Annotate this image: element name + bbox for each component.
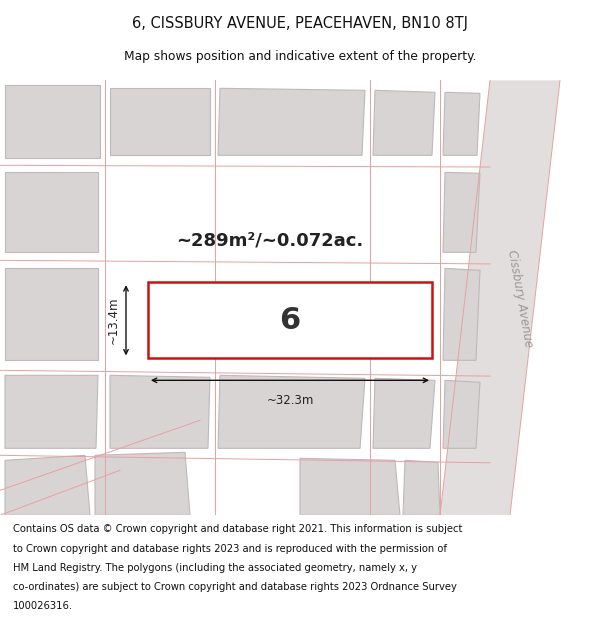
Text: Contains OS data © Crown copyright and database right 2021. This information is : Contains OS data © Crown copyright and d…	[13, 524, 463, 534]
Text: 6, CISSBURY AVENUE, PEACEHAVEN, BN10 8TJ: 6, CISSBURY AVENUE, PEACEHAVEN, BN10 8TJ	[132, 16, 468, 31]
Polygon shape	[95, 452, 190, 516]
Text: 100026316.: 100026316.	[13, 601, 73, 611]
Polygon shape	[110, 375, 210, 448]
Text: to Crown copyright and database rights 2023 and is reproduced with the permissio: to Crown copyright and database rights 2…	[13, 544, 447, 554]
Text: ~13.4m: ~13.4m	[107, 297, 120, 344]
Polygon shape	[373, 90, 435, 155]
Polygon shape	[5, 268, 98, 360]
Polygon shape	[403, 461, 440, 516]
Polygon shape	[443, 173, 480, 253]
Text: Cissbury Avenue: Cissbury Avenue	[505, 249, 535, 348]
Text: HM Land Registry. The polygons (including the associated geometry, namely x, y: HM Land Registry. The polygons (includin…	[13, 562, 417, 572]
Polygon shape	[218, 88, 365, 155]
Polygon shape	[5, 375, 98, 448]
Polygon shape	[148, 282, 432, 358]
Polygon shape	[443, 268, 480, 360]
Polygon shape	[5, 456, 90, 516]
Polygon shape	[110, 88, 210, 155]
Polygon shape	[443, 92, 480, 155]
Text: co-ordinates) are subject to Crown copyright and database rights 2023 Ordnance S: co-ordinates) are subject to Crown copyr…	[13, 582, 457, 592]
Polygon shape	[443, 380, 480, 448]
Polygon shape	[373, 378, 435, 448]
Polygon shape	[5, 85, 100, 158]
Text: Map shows position and indicative extent of the property.: Map shows position and indicative extent…	[124, 49, 476, 62]
Polygon shape	[440, 80, 560, 516]
Polygon shape	[300, 458, 400, 516]
Text: 6: 6	[280, 306, 301, 335]
Text: ~289m²/~0.072ac.: ~289m²/~0.072ac.	[176, 231, 364, 249]
Text: ~32.3m: ~32.3m	[266, 394, 314, 408]
Polygon shape	[5, 173, 98, 253]
Polygon shape	[218, 375, 365, 448]
